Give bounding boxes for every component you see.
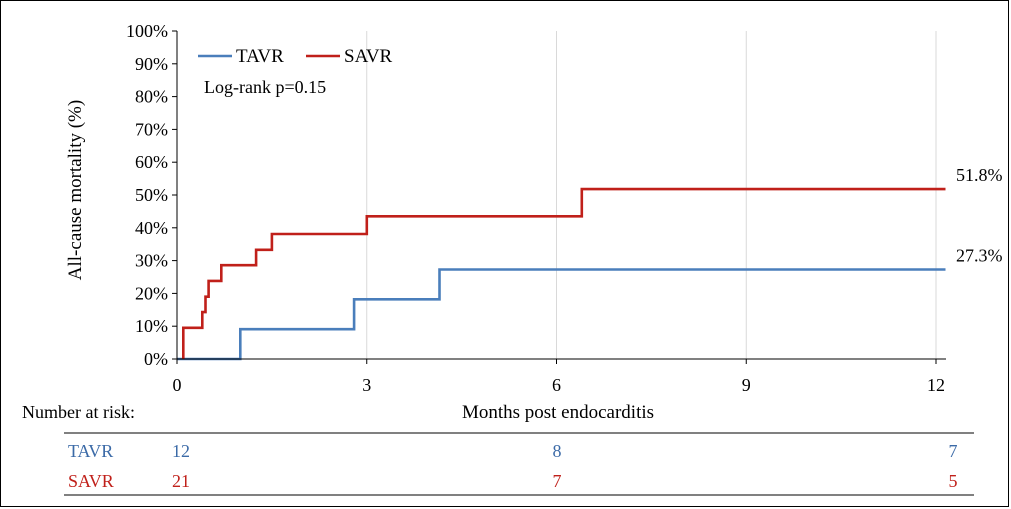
risk-row-label-tavr: TAVR — [68, 441, 113, 461]
y-tick-label-7: 70% — [135, 119, 168, 139]
y-tick-label-8: 80% — [135, 87, 168, 107]
logrank-annotation: Log-rank p=0.15 — [204, 77, 326, 97]
risk-value-tavr-0: 12 — [172, 441, 190, 461]
risk-value-savr-1: 7 — [553, 471, 562, 491]
y-axis-title: All-cause mortality (%) — [65, 100, 86, 280]
x-tick-labels: 0 3 6 9 12 — [173, 375, 946, 395]
y-tick-label-10: 100% — [126, 21, 168, 41]
y-tick-label-9: 90% — [135, 54, 168, 74]
x-tick-label-3: 9 — [742, 375, 751, 395]
y-tick-label-3: 30% — [135, 251, 168, 271]
y-tick-label-6: 60% — [135, 152, 168, 172]
y-tick-label-4: 40% — [135, 218, 168, 238]
end-labels: 27.3% 51.8% — [956, 165, 1003, 265]
risk-value-savr-0: 21 — [172, 471, 190, 491]
vertical-gridlines — [366, 31, 937, 359]
series-line-tavr — [177, 268, 946, 361]
axes — [172, 30, 946, 364]
end-label-tavr: 27.3% — [956, 245, 1003, 265]
y-tick-label-1: 10% — [135, 316, 168, 336]
end-label-savr: 51.8% — [956, 165, 1003, 185]
risk-value-savr-2: 5 — [949, 471, 958, 491]
risk-table-title: Number at risk: — [22, 402, 135, 422]
series-layer — [177, 187, 946, 361]
legend-label-savr: SAVR — [344, 46, 393, 67]
y-tick-label-0: 0% — [144, 349, 168, 369]
y-tick-label-2: 20% — [135, 283, 168, 303]
y-tick-label-5: 50% — [135, 185, 168, 205]
legend-label-tavr: TAVR — [236, 46, 284, 67]
x-tick-label-2: 6 — [552, 375, 561, 395]
y-tick-labels: 0% 10% 20% 30% 40% 50% 60% 70% 80% 90% 100% — [126, 21, 168, 369]
x-axis-title: Months post endocarditis — [462, 402, 654, 423]
x-tick-label-1: 3 — [362, 375, 371, 395]
legend: TAVR SAVR — [198, 46, 393, 67]
risk-value-tavr-1: 8 — [553, 441, 562, 461]
risk-table: Number at risk: TAVR 12 8 7 SAVR 21 7 5 — [22, 402, 974, 496]
x-tick-label-0: 0 — [173, 375, 182, 395]
risk-value-tavr-2: 7 — [949, 441, 958, 461]
risk-row-label-savr: SAVR — [68, 471, 114, 491]
x-tick-label-4: 12 — [927, 375, 945, 395]
series-line-savr — [182, 187, 946, 359]
